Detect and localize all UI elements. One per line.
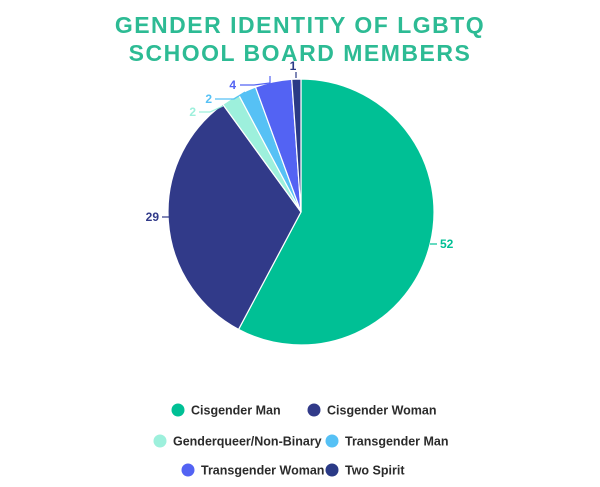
leader-line-transgender-man (215, 91, 246, 100)
pie-slices (167, 78, 435, 346)
leader-line-transgender-woman (240, 76, 271, 86)
legend-label-genderqueer-non-binary: Genderqueer/Non-Binary (173, 435, 322, 449)
pie-slice-cisgender-woman (167, 103, 302, 331)
legend-label-transgender-woman: Transgender Woman (201, 464, 324, 478)
chart-title-line-2: SCHOOL BOARD MEMBERS (129, 40, 472, 66)
data-label-cisgender-woman: 29 (146, 210, 160, 224)
legend-item-genderqueer-non-binary: Genderqueer/Non-Binary (153, 434, 322, 449)
pie-slice-cisgender-man (237, 78, 435, 346)
legend-label-transgender-man: Transgender Man (345, 435, 449, 449)
legend-item-two-spirit: Two Spirit (325, 463, 405, 478)
data-labels: 52 29 22 4 1 (146, 59, 454, 251)
legend-swatch-two-spirit (325, 463, 339, 477)
data-label-genderqueer-non-binary: 2 (189, 105, 196, 119)
legend-swatch-cisgender-woman (307, 403, 321, 417)
data-label-two-spirit: 1 (290, 59, 297, 73)
data-label-transgender-man: 2 (205, 92, 212, 106)
legend-swatch-transgender-man (325, 434, 339, 448)
legend-item-transgender-woman: Transgender Woman (181, 463, 324, 478)
legend-swatch-transgender-woman (181, 463, 195, 477)
data-label-transgender-woman: 4 (229, 78, 236, 92)
pie-slice-two-spirit (291, 78, 302, 213)
legend-item-cisgender-woman: Cisgender Woman (307, 403, 437, 418)
legend-item-transgender-man: Transgender Man (325, 434, 449, 449)
chart-title-line-1: GENDER IDENTITY OF LGBTQ (115, 12, 485, 38)
chart-title: GENDER IDENTITY OF LGBTQ SCHOOL BOARD ME… (115, 12, 485, 66)
legend-swatch-cisgender-man (171, 403, 185, 417)
legend-item-cisgender-man: Cisgender Man (171, 403, 281, 418)
legend-label-cisgender-man: Cisgender Man (191, 404, 281, 418)
legend-label-two-spirit: Two Spirit (345, 464, 405, 478)
legend-label-cisgender-woman: Cisgender Woman (327, 404, 437, 418)
data-label-cisgender-man: 52 (440, 237, 454, 251)
legend: Cisgender Man Cisgender Woman Genderqueer/… (153, 403, 449, 478)
legend-swatch-genderqueer-non-binary (153, 434, 167, 448)
leader-line-genderqueer-non-binary (199, 105, 224, 113)
